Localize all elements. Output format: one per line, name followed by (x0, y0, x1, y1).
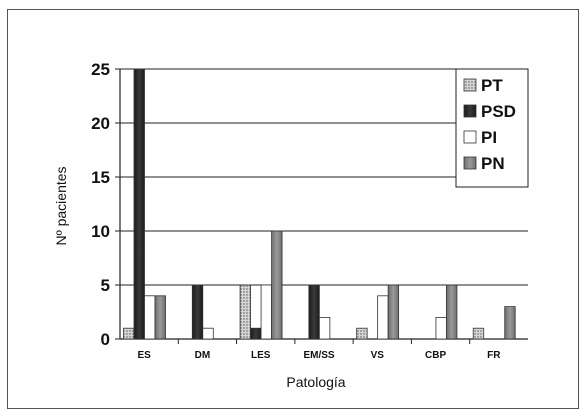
legend-label-pn: PN (481, 154, 505, 173)
bar-pn-es (154, 295, 166, 340)
legend-label-pt: PT (481, 76, 503, 95)
x-tick-label: DM (195, 350, 211, 361)
y-tick-label: 25 (91, 60, 110, 79)
y-tick-labels: 0 5 10 15 20 25 (91, 60, 110, 349)
bar-psd-emss (308, 284, 320, 340)
x-tick-label: LES (251, 350, 271, 361)
bar-pn-vs (387, 284, 400, 340)
bar-pt-fr (472, 327, 485, 340)
bar-pt-es (123, 327, 135, 340)
x-tick-label: EM/SS (303, 350, 334, 361)
bar-pi-les (260, 284, 272, 340)
bar-pi-emss (318, 316, 331, 340)
x-tick-label: ES (137, 350, 151, 361)
bar-pn-les (271, 230, 283, 340)
bar-pi-dm (202, 327, 214, 340)
y-tick-label: 20 (91, 114, 110, 133)
legend-label-pi: PI (481, 128, 497, 147)
legend-swatch-pn (463, 156, 477, 170)
bar-pi-vs (377, 295, 389, 340)
bar-pi-cbp (435, 316, 447, 340)
bar-pt-vs (356, 327, 368, 340)
y-axis-title: Nº pacientes (53, 166, 69, 245)
bar-psd-dm (191, 284, 204, 340)
bar-pn-fr (504, 306, 516, 340)
x-tick-label: VS (371, 350, 385, 361)
y-tick-label: 15 (91, 168, 110, 187)
bar-pn-cbp (446, 284, 458, 340)
legend-swatch-psd (463, 104, 477, 118)
x-axis-title: Patología (286, 374, 345, 390)
x-tick-labels: ES DM LES EM/SS VS CBP FR (137, 350, 501, 361)
x-tick-label: CBP (425, 350, 446, 361)
legend-swatch-pt (463, 78, 477, 92)
y-tick-label: 10 (91, 222, 110, 241)
bars (123, 68, 516, 340)
legend-label-psd: PSD (481, 102, 516, 121)
legend: PT PSD PI PN (455, 68, 529, 188)
bar-pt-les (239, 284, 251, 340)
y-tick-label: 0 (101, 330, 110, 349)
bar-psd-es (133, 68, 145, 340)
bar-psd-les (250, 327, 262, 340)
y-tick-label: 5 (101, 276, 110, 295)
legend-swatch-pi (463, 130, 477, 144)
x-tick-label: FR (487, 350, 501, 361)
bar-pi-es (144, 295, 156, 340)
